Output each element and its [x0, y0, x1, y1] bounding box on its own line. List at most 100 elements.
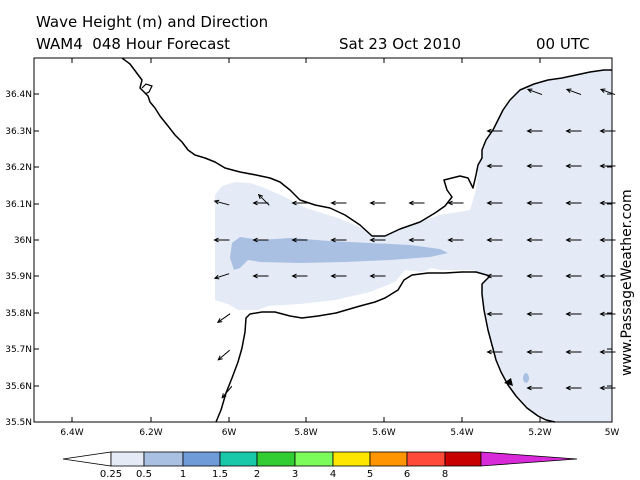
- wave-arrow: [330, 237, 347, 243]
- lat-label: 35.6N: [5, 382, 32, 392]
- wave-arrow: [330, 273, 347, 279]
- legend-label: 2: [254, 469, 260, 480]
- legend-label: 5: [367, 469, 373, 480]
- lat-label: 36.1N: [5, 200, 32, 210]
- wave-arrow: [599, 200, 616, 206]
- legend-segment: [219, 451, 258, 467]
- coast-detail-peninsula: [504, 378, 513, 386]
- wave-arrow: [565, 88, 582, 96]
- wave-arrow: [252, 273, 269, 279]
- legend-segment: [332, 451, 371, 467]
- wave-arrow: [565, 237, 582, 243]
- wave-arrow: [599, 237, 616, 243]
- wave-arrow: [369, 237, 386, 243]
- wave-arrow: [599, 128, 616, 134]
- lat-label: 35.8N: [5, 309, 32, 319]
- wave-arrow: [599, 88, 616, 96]
- wave-arrow: [565, 273, 582, 279]
- lon-label: 6.4W: [60, 428, 83, 438]
- legend-label: 0.25: [100, 469, 122, 480]
- wave-arrow: [291, 273, 308, 279]
- legend-label: 1.5: [212, 469, 228, 480]
- lat-label: 36.2N: [5, 163, 32, 173]
- wave-arrow: [213, 273, 230, 280]
- wave-arrow: [486, 128, 503, 134]
- wave-arrow: [565, 349, 582, 355]
- wave-arrow: [447, 200, 464, 206]
- latitude-labels: 36.4N 36.3N 36.2N 36.1N 36N 35.9N 35.8N 35.7N 35…: [5, 90, 32, 428]
- wave-arrow: [486, 200, 503, 206]
- wave-arrow: [565, 311, 582, 317]
- coast-detail-cadiz: [141, 83, 153, 95]
- lon-label: 6W: [222, 428, 237, 438]
- lon-label: 5W: [605, 428, 620, 438]
- wave-arrow: [526, 349, 543, 355]
- coastline-south: [215, 271, 556, 423]
- coastline-north: [121, 57, 612, 237]
- wave-arrow: [330, 200, 347, 206]
- wave-arrow: [486, 273, 503, 279]
- legend-label: 6: [404, 469, 410, 480]
- forecast-time: 00 UTC: [536, 35, 590, 53]
- legend-label: 4: [330, 469, 336, 480]
- wave-arrow: [565, 200, 582, 206]
- wave-arrow: [565, 128, 582, 134]
- lat-label: 35.9N: [5, 272, 32, 282]
- legend-segment: [444, 451, 482, 467]
- wave-arrow: [526, 128, 543, 134]
- lat-label: 36.4N: [5, 90, 32, 100]
- wave-direction-arrows: [213, 88, 616, 399]
- wave-arrow: [447, 237, 464, 243]
- legend-label: 1: [180, 469, 186, 480]
- wave-arrow: [369, 200, 386, 206]
- wave-arrow: [486, 163, 503, 169]
- wave-arrow: [252, 200, 269, 206]
- legend-segment: [294, 451, 334, 467]
- land-spain: [34, 58, 612, 236]
- wave-arrow: [252, 237, 269, 243]
- wave-arrow: [526, 163, 543, 169]
- wave-arrow: [408, 200, 425, 206]
- wave-arrow: [369, 273, 386, 279]
- legend-segment: [369, 451, 408, 467]
- wave-arrow: [565, 385, 582, 391]
- watermark: www.PassageWeather.com: [619, 189, 635, 376]
- lat-label: 36.3N: [5, 127, 32, 137]
- wave-arrow: [291, 237, 308, 243]
- wave-arrow: [213, 237, 230, 243]
- forecast-subtitle: WAM4 048 Hour Forecast: [36, 35, 231, 53]
- wave-arrow: [291, 200, 308, 206]
- lon-label: 5.2W: [528, 428, 551, 438]
- legend-segment: [480, 451, 578, 467]
- wave-arrow: [565, 163, 582, 169]
- lon-label: 5.8W: [294, 428, 317, 438]
- legend-label: 3: [292, 469, 298, 480]
- legend-segment: [182, 451, 221, 467]
- wave-band-medium: [230, 237, 448, 270]
- legend-segment: [256, 451, 296, 467]
- wave-arrow: [486, 349, 503, 355]
- wave-arrow: [526, 311, 543, 317]
- wave-arrow: [486, 311, 503, 317]
- wave-arrow: [599, 273, 616, 279]
- legend-segment: [110, 451, 145, 467]
- wave-arrow: [217, 349, 231, 361]
- wave-arrow: [599, 349, 616, 355]
- wave-arrow: [599, 163, 616, 169]
- wave-arrow: [213, 199, 230, 206]
- wave-arrow: [526, 385, 543, 391]
- legend-segment: [406, 451, 446, 467]
- legend-label: 8: [442, 469, 448, 480]
- lon-label: 6.2W: [139, 428, 162, 438]
- lat-label: 36N: [14, 236, 32, 246]
- wave-spot-medium: [523, 373, 529, 383]
- lon-label: 5.6W: [372, 428, 395, 438]
- wave-arrow: [526, 88, 543, 96]
- legend-segment: [62, 451, 112, 467]
- wave-arrow: [257, 193, 270, 206]
- legend-segment: [143, 451, 184, 467]
- watermark-text: www.PassageWeather.com: [619, 189, 635, 376]
- forecast-date: Sat 23 Oct 2010: [339, 35, 462, 53]
- lat-label: 35.5N: [5, 418, 32, 428]
